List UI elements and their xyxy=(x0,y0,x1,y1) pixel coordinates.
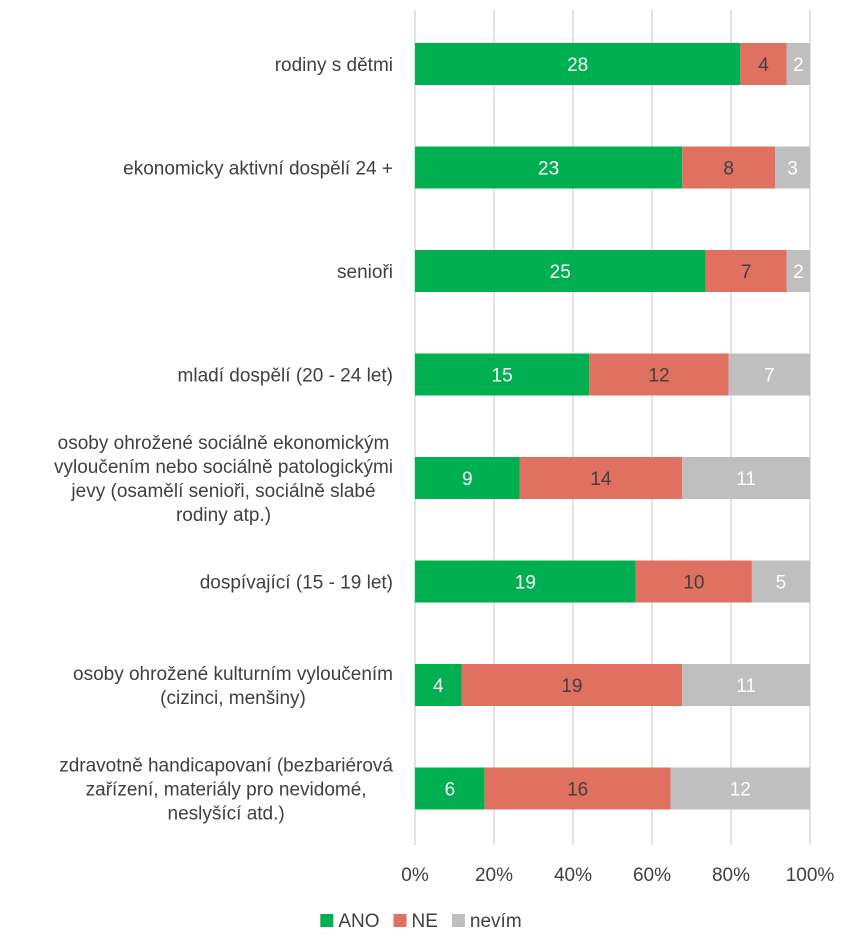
bar-segment-ne xyxy=(461,664,683,706)
data-label: 19 xyxy=(561,676,582,697)
category-labels: rodiny s dětmi ekonomicky aktivní dospělí… xyxy=(54,55,393,825)
x-tick-label: 60% xyxy=(633,865,671,886)
x-tick-label: 100% xyxy=(786,865,835,886)
data-label: 7 xyxy=(764,366,775,387)
bar-segment-ne xyxy=(589,353,729,396)
bar-segment-ano xyxy=(415,146,683,189)
legend-item: nevím xyxy=(451,911,522,932)
gridlines xyxy=(414,10,811,845)
bar-segment-ano xyxy=(415,43,741,85)
bar-segment-ne xyxy=(484,767,671,810)
data-label: 12 xyxy=(730,780,751,801)
legend-item: ANO xyxy=(320,911,380,932)
category-label: senioři xyxy=(337,262,393,283)
data-label: 2 xyxy=(793,55,804,76)
bar-segment-ne xyxy=(635,560,752,603)
category-label: rodiny s dětmi xyxy=(275,55,393,76)
category-label: zdravotně handicapovaní (bezbariérová zař… xyxy=(59,756,393,825)
legend-swatch xyxy=(320,914,334,927)
data-label: 11 xyxy=(736,676,756,697)
legend-label: nevím xyxy=(470,911,522,932)
bar-segment-ano xyxy=(415,457,520,499)
data-label: 3 xyxy=(787,159,798,180)
legend-swatch xyxy=(451,914,465,927)
bar-segment-nev-m xyxy=(682,664,810,706)
bar-segment-ano xyxy=(415,250,706,292)
legend-label: ANO xyxy=(338,911,379,932)
bar-segment-nev-m xyxy=(728,353,810,396)
bar-segment-nev-m xyxy=(670,767,810,810)
x-axis-ticks: 0% 20% 40% 60% 80% 100% xyxy=(401,865,834,886)
category-label: dospívající (15 - 19 let) xyxy=(200,573,393,594)
x-tick-label: 40% xyxy=(554,865,592,886)
data-label: 12 xyxy=(648,366,669,387)
category-label: mladí dospělí (20 - 24 let) xyxy=(178,366,393,387)
bar-segment-ne xyxy=(740,43,787,85)
bar-segment-nev-m xyxy=(786,43,810,85)
data-label: 9 xyxy=(462,469,473,490)
category-label: osoby ohrožené kulturním vyloučením (cizi… xyxy=(73,664,393,709)
data-label: 19 xyxy=(515,573,536,594)
legend: ANO NE nevím xyxy=(320,911,522,932)
x-tick-label: 0% xyxy=(401,865,429,886)
data-label: 16 xyxy=(567,780,588,801)
x-tick-label: 20% xyxy=(475,865,513,886)
category-label: ekonomicky aktivní dospělí 24 + xyxy=(123,159,393,180)
bar-segment-ano xyxy=(415,560,636,603)
data-label: 28 xyxy=(567,55,588,76)
bar-segment-nev-m xyxy=(786,250,810,292)
data-label: 25 xyxy=(550,262,571,283)
data-label: 8 xyxy=(723,159,734,180)
data-label: 5 xyxy=(776,573,787,594)
data-label: 4 xyxy=(433,676,444,697)
bar-segment-ne xyxy=(519,457,683,499)
legend-swatch xyxy=(393,914,407,927)
x-tick-label: 80% xyxy=(712,865,750,886)
bar-segment-ano xyxy=(415,353,590,396)
bar-segment-ne xyxy=(682,146,776,189)
bar-segment-ne xyxy=(705,250,787,292)
bar-segment-nev-m xyxy=(751,560,810,603)
legend-label: NE xyxy=(412,911,438,932)
data-label: 10 xyxy=(683,573,704,594)
bar-segment-nev-m xyxy=(775,146,810,189)
data-label: 4 xyxy=(758,55,769,76)
legend-item: NE xyxy=(393,911,438,932)
bars: 28 4 2 23 8 3 25 7 2 15 12 7 9 14 11 19 10 5 4 19 11 6 16 12 xyxy=(415,43,810,810)
bar-segment-ano xyxy=(415,767,485,810)
data-label: 11 xyxy=(736,469,756,490)
bar-segment-ano xyxy=(415,664,462,706)
data-label: 15 xyxy=(492,366,513,387)
data-label: 6 xyxy=(445,780,456,801)
bar-segment-nev-m xyxy=(682,457,810,499)
data-label: 23 xyxy=(538,159,559,180)
data-label: 7 xyxy=(741,262,752,283)
category-label: osoby ohrožené sociálně ekonomickým vylou… xyxy=(54,433,393,526)
data-label: 2 xyxy=(793,262,804,283)
data-label: 14 xyxy=(590,469,612,490)
